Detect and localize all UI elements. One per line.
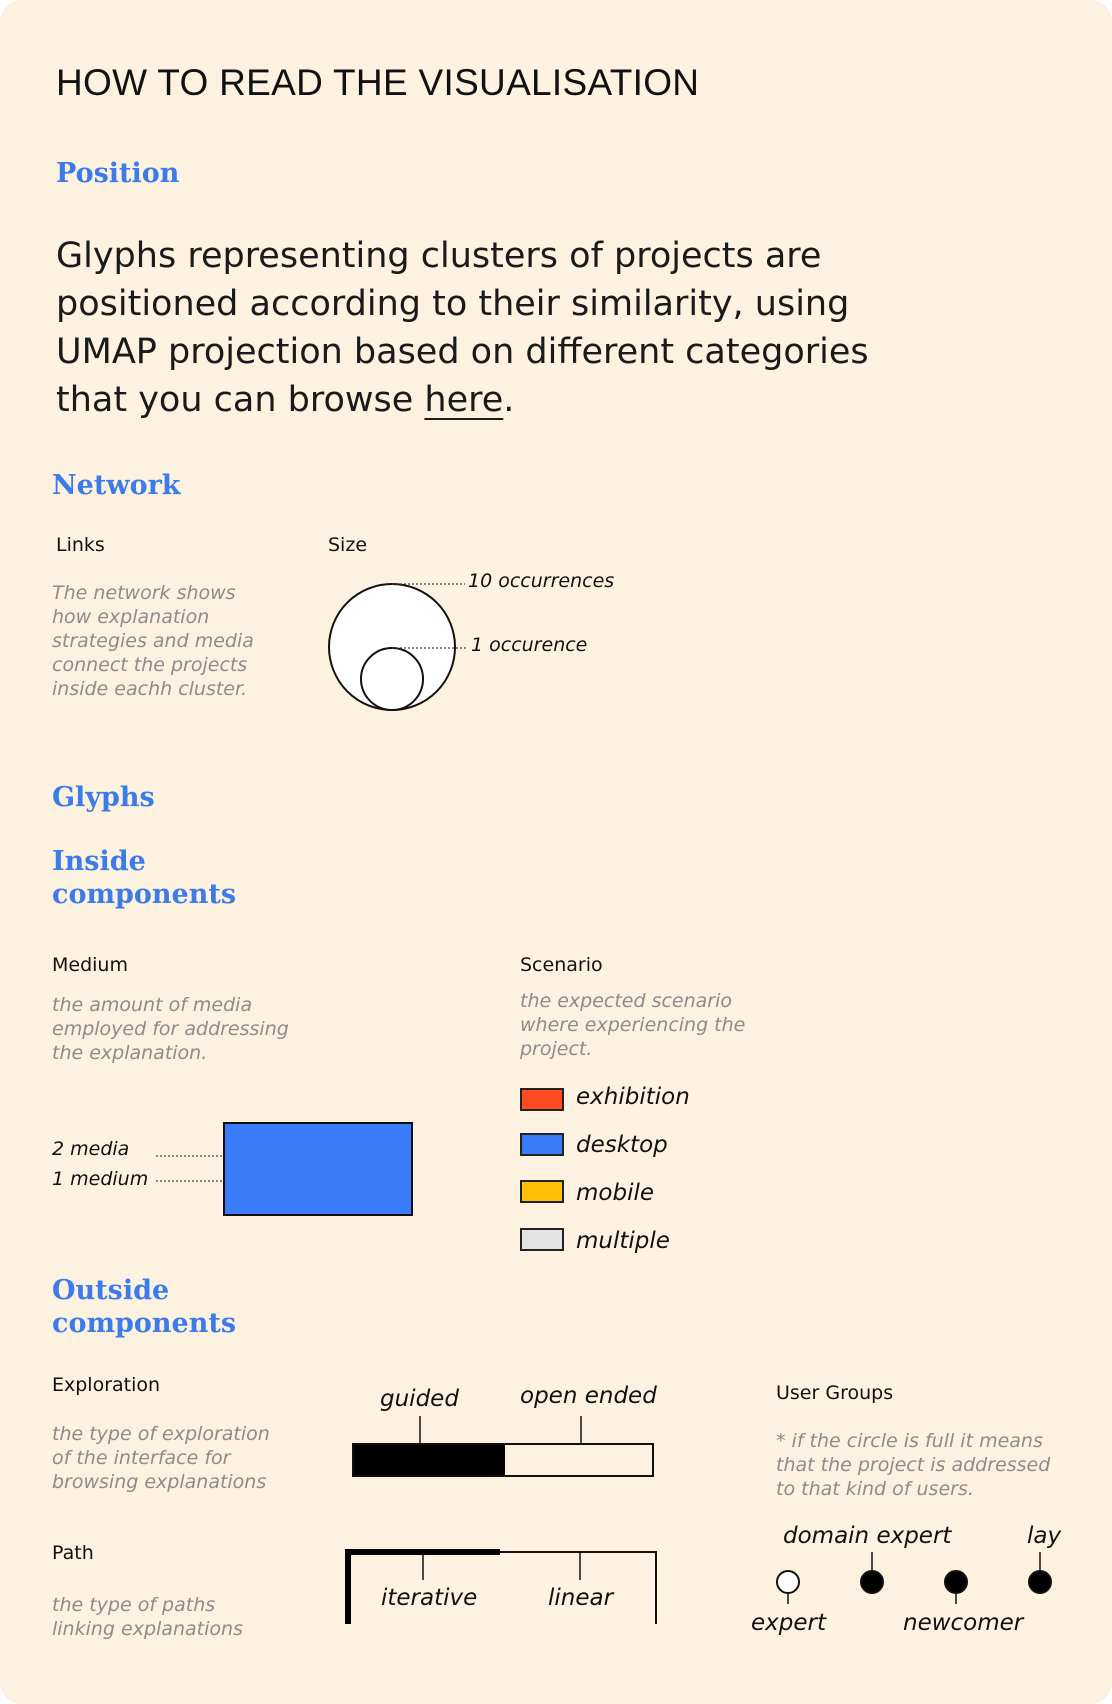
scenario-description: the expected scenario where experiencing… <box>520 990 746 1060</box>
network-heading: Network <box>52 470 181 501</box>
browse-categories-link[interactable]: here <box>424 380 504 420</box>
scenario-label: Scenario <box>520 954 603 976</box>
path-description: the type of paths linking explanations <box>52 1594 243 1640</box>
expert-label: expert <box>751 1610 826 1636</box>
small-size-circle <box>360 647 424 711</box>
links-label: Links <box>56 534 105 556</box>
exhibition-swatch <box>520 1088 564 1111</box>
medium-description: the amount of media employed for address… <box>52 994 289 1064</box>
position-heading: Position <box>56 158 180 189</box>
path-legend-diagram <box>345 1549 657 1624</box>
domain-expert-dot <box>860 1570 884 1594</box>
outside-components-heading-line1: Outside <box>52 1275 170 1306</box>
medium-rect <box>223 1122 413 1216</box>
newcomer-dot <box>944 1570 968 1594</box>
size-label: Size <box>328 534 368 556</box>
medium-legend-diagram <box>156 1122 413 1216</box>
position-text: Glyphs representing clusters of projects… <box>56 236 869 420</box>
medium-label: Medium <box>52 954 128 976</box>
desktop-swatch <box>520 1133 564 1156</box>
path-linear-label: linear <box>548 1585 614 1611</box>
multiple-label: multiple <box>576 1228 670 1254</box>
user-groups-note: * if the circle is full it means that th… <box>776 1430 1051 1500</box>
path-label: Path <box>52 1542 94 1564</box>
user-groups-diagram <box>776 1552 1052 1604</box>
multiple-swatch <box>520 1228 564 1251</box>
user-groups-label: User Groups <box>776 1382 894 1404</box>
domain-expert-label: domain expert <box>783 1523 952 1549</box>
exploration-label: Exploration <box>52 1374 161 1396</box>
small-size-annotation: 1 occurence <box>471 634 588 656</box>
medium-annotation-top: 2 media <box>52 1138 130 1160</box>
linear-line <box>500 1551 657 1624</box>
position-description: Glyphs representing clusters of projects… <box>56 232 936 424</box>
expert-dot <box>776 1570 800 1594</box>
exploration-open-ended-label: open ended <box>520 1383 657 1409</box>
page-title: HOW TO READ THE VISUALISATION <box>56 62 700 103</box>
size-legend-diagram <box>328 583 467 711</box>
lay-label: lay <box>1027 1523 1062 1549</box>
exhibition-label: exhibition <box>576 1084 690 1110</box>
links-description: The network shows how explanation strate… <box>52 582 254 700</box>
path-iterative-label: iterative <box>381 1585 478 1611</box>
outside-components-heading-line2: components <box>52 1308 237 1339</box>
iterative-line <box>345 1549 500 1624</box>
desktop-label: desktop <box>576 1132 668 1158</box>
exploration-legend-diagram <box>352 1416 654 1477</box>
exploration-bar-outline <box>352 1443 654 1477</box>
exploration-description: the type of exploration of the interface… <box>52 1423 270 1493</box>
newcomer-label: newcomer <box>903 1610 1024 1636</box>
position-text-end: . <box>503 380 515 420</box>
lay-dot <box>1028 1570 1052 1594</box>
exploration-guided-label: guided <box>380 1386 459 1412</box>
large-size-annotation: 10 occurrences <box>468 570 615 592</box>
glyphs-heading: Glyphs <box>52 782 155 813</box>
inside-components-heading-line1: Inside <box>52 846 146 877</box>
mobile-swatch <box>520 1180 564 1203</box>
inside-components-heading-line2: components <box>52 879 237 910</box>
medium-annotation-bottom: 1 medium <box>52 1168 149 1190</box>
mobile-label: mobile <box>576 1180 655 1206</box>
guided-segment <box>353 1444 505 1476</box>
